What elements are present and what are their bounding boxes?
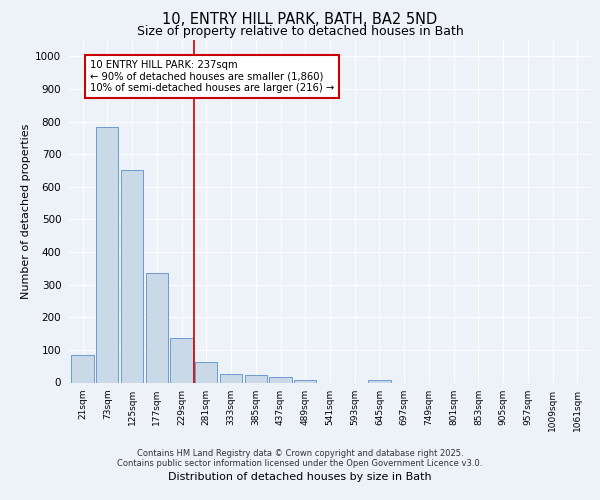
Text: 10, ENTRY HILL PARK, BATH, BA2 5ND: 10, ENTRY HILL PARK, BATH, BA2 5ND [163,12,437,28]
Bar [368,380,391,382]
Text: 10 ENTRY HILL PARK: 237sqm
← 90% of detached houses are smaller (1,860)
10% of s: 10 ENTRY HILL PARK: 237sqm ← 90% of deta… [90,60,334,93]
Bar [71,356,94,382]
Bar [220,374,242,382]
Bar [294,380,316,382]
Bar [269,376,292,382]
Text: Size of property relative to detached houses in Bath: Size of property relative to detached ho… [137,25,463,38]
Bar [96,127,118,382]
Text: Distribution of detached houses by size in Bath: Distribution of detached houses by size … [168,472,432,482]
Bar [170,338,193,382]
Bar [146,272,168,382]
Text: Contains HM Land Registry data © Crown copyright and database right 2025.: Contains HM Land Registry data © Crown c… [137,448,463,458]
Text: Contains public sector information licensed under the Open Government Licence v3: Contains public sector information licen… [118,458,482,468]
Bar [195,362,217,382]
Bar [245,376,267,382]
Bar [121,170,143,382]
Y-axis label: Number of detached properties: Number of detached properties [21,124,31,299]
